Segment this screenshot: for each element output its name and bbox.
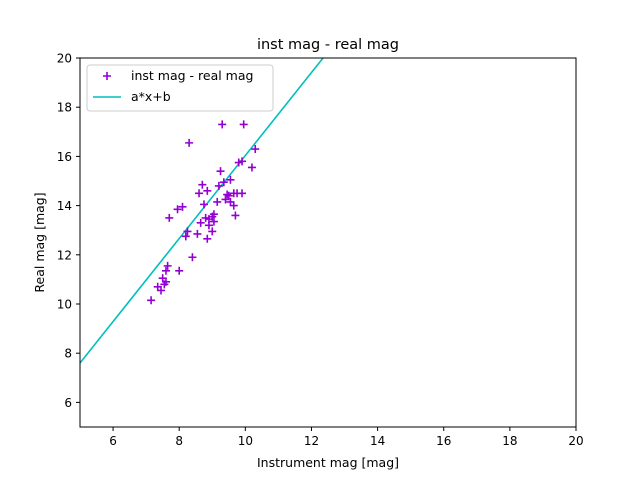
x-tick-label: 12 (304, 434, 319, 448)
data-point (231, 211, 240, 220)
x-axis-label: Instrument mag [mag] (257, 455, 399, 470)
y-tick-label: 20 (57, 52, 72, 66)
x-tick-label: 16 (436, 434, 451, 448)
y-tick-label: 14 (57, 199, 72, 213)
data-point (198, 180, 207, 189)
x-axis: 6 8 10 12 14 16 18 20 (109, 427, 584, 448)
line-layer (80, 58, 324, 364)
data-point (185, 138, 194, 147)
data-point (183, 227, 192, 236)
data-point (229, 201, 238, 210)
data-point (178, 202, 187, 211)
data-point (193, 229, 202, 238)
legend-plus-icon (103, 72, 111, 80)
data-point (175, 266, 184, 275)
data-point (209, 217, 218, 226)
data-point (208, 227, 217, 236)
x-tick-label: 20 (568, 434, 583, 448)
data-point (195, 189, 204, 198)
y-tick-label: 6 (64, 396, 72, 410)
legend: inst mag - real mag a*x+b (86, 64, 274, 112)
data-point (147, 296, 156, 305)
legend-label-scatter: inst mag - real mag (131, 68, 253, 83)
data-point (161, 266, 170, 275)
data-point (165, 213, 174, 222)
marker-layer (147, 120, 260, 305)
data-point (216, 167, 225, 176)
x-tick-label: 14 (370, 434, 385, 448)
data-point (218, 120, 227, 129)
data-point (223, 190, 232, 199)
legend-box (86, 64, 274, 112)
data-point (226, 175, 235, 184)
x-tick-label: 8 (175, 434, 183, 448)
x-tick-label: 6 (109, 434, 117, 448)
y-axis-label: Real mag [mag] (32, 192, 47, 292)
y-tick-label: 16 (57, 150, 72, 164)
plot-area (80, 58, 576, 427)
y-tick-label: 12 (57, 248, 72, 262)
data-point (238, 189, 247, 198)
y-tick-label: 18 (57, 101, 72, 115)
y-tick-label: 8 (64, 347, 72, 361)
data-point (163, 261, 172, 270)
y-tick-label: 10 (57, 298, 72, 312)
axes-frame (79, 57, 577, 428)
legend-label-fit: a*x+b (131, 89, 171, 104)
x-tick-label: 10 (238, 434, 253, 448)
fit-line (80, 58, 324, 364)
data-point (224, 191, 233, 200)
data-point (251, 145, 260, 154)
data-point (196, 218, 205, 227)
data-point (173, 205, 182, 214)
x-tick-label: 18 (502, 434, 517, 448)
legend-marker-scatter (103, 72, 111, 80)
data-point (161, 277, 170, 286)
chart-title: inst mag - real mag (257, 37, 399, 53)
data-point (247, 163, 256, 172)
data-point (203, 186, 212, 195)
data-point (219, 178, 228, 187)
data-point (157, 286, 166, 295)
data-point (203, 234, 212, 243)
data-point (213, 197, 222, 206)
data-point (239, 120, 248, 129)
y-axis: 6 8 10 12 14 16 18 20 (57, 52, 80, 410)
data-point (209, 210, 218, 219)
data-point (238, 157, 247, 166)
data-point (214, 181, 223, 190)
data-point (188, 253, 197, 262)
data-point (200, 200, 208, 209)
data-point (181, 232, 190, 241)
